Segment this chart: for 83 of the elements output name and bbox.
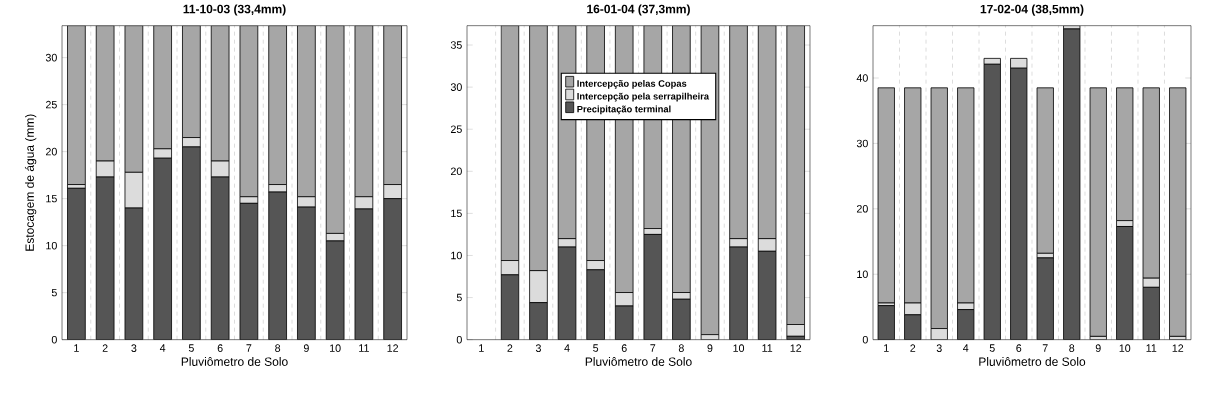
x-tick-label: 11 xyxy=(762,344,773,352)
bar xyxy=(1116,87,1134,222)
x-tick-label: 10 xyxy=(330,344,341,353)
y-tick-label: 35 xyxy=(450,41,462,49)
x-tick-label: 6 xyxy=(217,344,223,353)
x-tick-label: 12 xyxy=(1172,344,1184,352)
legend-label: Intercepção pela serrapilheira xyxy=(577,92,710,102)
x-tick-label: 5 xyxy=(989,344,995,352)
y-tick-label: 15 xyxy=(451,209,462,218)
x-tick-label: 11 xyxy=(359,344,369,352)
bar xyxy=(904,87,922,304)
x-tick-label: 2 xyxy=(102,344,108,352)
y-tick-label: 0 xyxy=(51,336,57,344)
y-tick-label: 5 xyxy=(51,289,57,297)
x-tick-label: 3 xyxy=(131,344,137,353)
x-tick-label: 11 xyxy=(1146,344,1157,352)
y-axis-title: Estocagem de água (mm) xyxy=(24,114,37,251)
bar xyxy=(930,87,948,330)
y-tick-label: 40 xyxy=(856,74,868,82)
x-tick-label: 4 xyxy=(159,344,166,352)
x-tick-label: 7 xyxy=(246,344,252,352)
bar xyxy=(957,87,975,304)
x-tick-label: 1 xyxy=(479,344,484,352)
x-tick-label: 12 xyxy=(790,344,802,352)
chart-title: 17-02-04 (38,5mm) xyxy=(980,4,1084,16)
x-axis-title: Pluviômetro de Solo xyxy=(979,357,1086,367)
chart-title: 16-01-04 (37,3mm) xyxy=(587,4,690,16)
bar xyxy=(1010,68,1027,340)
y-tick-label: 10 xyxy=(857,270,868,279)
x-tick-label: 7 xyxy=(1042,344,1048,352)
y-tick-label: 15 xyxy=(46,195,57,203)
bar xyxy=(529,302,548,340)
y-tick-label: 10 xyxy=(451,251,462,260)
y-tick-label: 30 xyxy=(450,83,462,92)
x-tick-label: 2 xyxy=(910,344,916,352)
bar xyxy=(672,299,691,340)
y-tick-label: 5 xyxy=(456,294,462,302)
bar xyxy=(1116,226,1133,340)
x-tick-label: 7 xyxy=(650,344,656,352)
bar xyxy=(67,188,86,340)
x-tick-label: 1 xyxy=(884,344,889,352)
bar xyxy=(984,64,1001,340)
x-tick-label: 10 xyxy=(733,344,745,353)
chart-title: 11-10-03 (33,4mm) xyxy=(183,4,286,16)
y-tick-label: 0 xyxy=(862,336,868,344)
y-tick-label: 20 xyxy=(856,205,868,213)
x-tick-label: 4 xyxy=(963,344,969,352)
bar xyxy=(586,269,605,340)
y-tick-label: 0 xyxy=(456,336,462,344)
x-tick-label: 2 xyxy=(507,344,513,352)
y-tick-label: 20 xyxy=(45,148,57,156)
y-tick-label: 20 xyxy=(450,167,462,176)
x-tick-label: 8 xyxy=(275,344,281,353)
x-tick-label: 3 xyxy=(535,344,541,353)
bar xyxy=(67,25,86,186)
legend-label: Intercepção pelas Copas xyxy=(577,80,687,89)
x-tick-label: 12 xyxy=(387,344,399,352)
x-tick-label: 10 xyxy=(1119,344,1131,353)
legend-label: Precipitação terminal xyxy=(577,105,671,115)
x-tick-label: 6 xyxy=(621,344,627,353)
x-tick-label: 3 xyxy=(936,344,942,353)
bar xyxy=(1036,87,1054,254)
x-tick-label: 8 xyxy=(678,344,684,353)
x-tick-label: 5 xyxy=(593,344,599,352)
bar xyxy=(1089,87,1107,337)
y-tick-label: 10 xyxy=(46,242,57,250)
bar xyxy=(729,246,748,340)
x-axis-title: Pluviômetro de Solo xyxy=(585,357,692,367)
y-tick-label: 30 xyxy=(45,54,57,62)
y-tick-label: 25 xyxy=(450,125,462,134)
x-tick-label: 9 xyxy=(1095,344,1101,353)
y-tick-label: 25 xyxy=(45,101,57,109)
x-tick-label: 4 xyxy=(564,344,570,352)
x-tick-label: 1 xyxy=(74,344,79,352)
x-tick-label: 6 xyxy=(1016,344,1022,353)
x-tick-label: 5 xyxy=(188,344,194,352)
x-tick-label: 8 xyxy=(1069,344,1075,353)
x-tick-label: 9 xyxy=(707,344,713,353)
y-tick-label: 30 xyxy=(856,139,868,148)
bar xyxy=(1142,87,1160,279)
x-tick-label: 9 xyxy=(303,344,309,353)
x-axis-title: Pluviômetro de Solo xyxy=(181,357,288,367)
bar xyxy=(1063,29,1080,340)
